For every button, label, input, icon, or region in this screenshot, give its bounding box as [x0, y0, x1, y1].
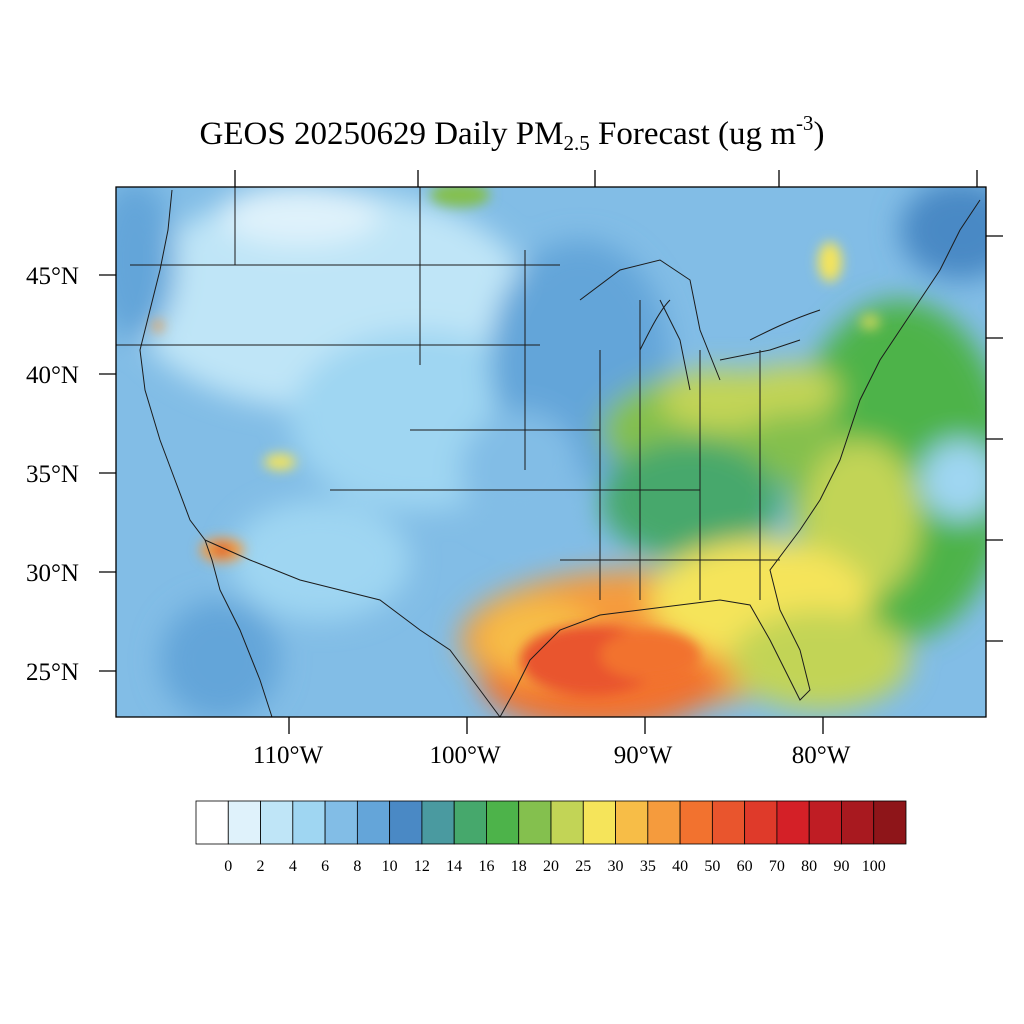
title-prefix: GEOS 20250629 Daily PM: [199, 116, 564, 152]
colorbar-swatch: [518, 800, 552, 845]
colorbar-label: 100: [862, 858, 886, 875]
colorbar-label: 10: [382, 858, 398, 875]
lon-label: 100°W: [429, 742, 500, 769]
colorbar-label: 50: [704, 858, 720, 875]
axis-ticks: [99, 170, 1003, 734]
lat-label: 30°N: [26, 560, 79, 587]
colorbar-label: 35: [640, 858, 656, 875]
pm25-field: [116, 187, 986, 717]
colorbar-swatch: [453, 800, 487, 845]
colorbar-label: 6: [321, 858, 329, 875]
colorbar-label: 18: [511, 858, 527, 875]
colorbar-label: 80: [801, 858, 817, 875]
colorbar-swatch: [389, 800, 423, 845]
colorbar-swatch: [808, 800, 842, 845]
colorbar-label: 14: [446, 858, 462, 875]
lon-label: 80°W: [792, 742, 851, 769]
lat-label: 40°N: [26, 362, 79, 389]
chart-title: GEOS 20250629 Daily PM2.5 Forecast (ug m…: [0, 112, 1024, 156]
colorbar-swatch: [324, 800, 358, 845]
colorbar-swatch: [356, 800, 391, 845]
colorbar-swatch: [679, 800, 713, 845]
colorbar-label: 0: [224, 858, 232, 875]
colorbar-label: 25: [575, 858, 591, 875]
lon-label: 90°W: [614, 742, 673, 769]
colorbar-swatch: [647, 800, 681, 845]
colorbar-label: 12: [414, 858, 430, 875]
colorbar-swatch: [550, 800, 584, 845]
colorbar-swatch: [873, 800, 907, 845]
title-superscript: -3: [795, 111, 814, 135]
colorbar-swatch: [486, 800, 520, 845]
colorbar: 0 2 4 6 8 10 12 14 16 18 20 25 30 35 40 50 60 70 80 90 100: [195, 800, 907, 875]
colorbar-swatch: [195, 800, 229, 845]
colorbar-swatch: [615, 800, 649, 845]
colorbar-swatch: [292, 800, 326, 845]
colorbar-label: 16: [478, 858, 494, 875]
colorbar-swatch: [776, 800, 810, 845]
colorbar-swatch: [582, 800, 616, 845]
colorbar-label: 70: [769, 858, 785, 875]
colorbar-swatch: [711, 800, 746, 845]
lat-label: 45°N: [26, 263, 79, 290]
colorbar-label: 90: [833, 858, 849, 875]
colorbar-label: 20: [543, 858, 559, 875]
colorbar-swatch: [841, 800, 875, 845]
lat-label: 25°N: [26, 659, 79, 686]
title-suffix: ): [813, 116, 825, 152]
colorbar-label: 2: [257, 858, 265, 875]
colorbar-swatch: [260, 800, 294, 845]
title-subscript: 2.5: [563, 131, 590, 155]
boundaries: [116, 187, 981, 717]
title-middle: Forecast (ug m: [589, 116, 796, 152]
colorbar-label: 40: [672, 858, 688, 875]
colorbar-label: 4: [289, 858, 297, 875]
lat-label: 35°N: [26, 461, 79, 488]
colorbar-swatch: [744, 800, 778, 845]
map-frame: [115, 186, 987, 718]
colorbar-label: 60: [737, 858, 753, 875]
colorbar-label: 8: [353, 858, 361, 875]
lon-label: 110°W: [253, 742, 324, 769]
colorbar-label: 30: [608, 858, 624, 875]
colorbar-swatch: [227, 800, 261, 845]
colorbar-swatch: [421, 800, 455, 845]
